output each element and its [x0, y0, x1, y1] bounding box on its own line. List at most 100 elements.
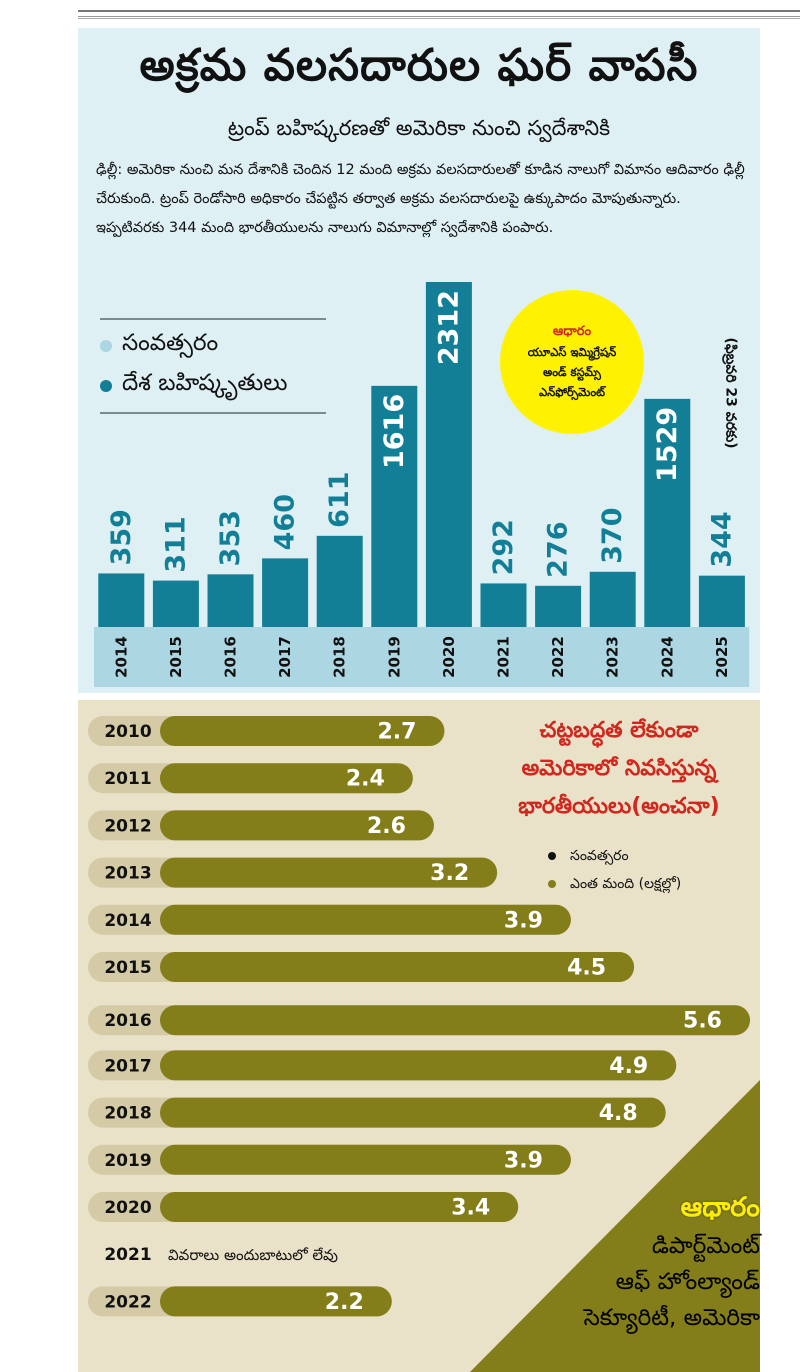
year-label-2023: 2023 [604, 636, 622, 678]
top-rule [78, 10, 800, 17]
bar-2019 [371, 385, 418, 627]
hbar-2012 [160, 810, 434, 841]
hyear-label-2016: 2016 [104, 1011, 151, 1031]
hbar-2015 [160, 952, 635, 982]
top-rule-thin [78, 18, 800, 19]
source-bottom-line3: సెక్యూరిటీ, అమెరికా [583, 1305, 760, 1331]
hyear-label-2014: 2014 [104, 911, 151, 931]
legend-deport-item: దేశ బహిష్కృతులు [100, 366, 326, 406]
hvalue-label-2019: 3.9 [504, 1148, 543, 1173]
year-label-2014: 2014 [112, 636, 130, 678]
missing-note-2021: వివరాలు అందుబాటులో లేవు [168, 1246, 338, 1264]
hyear-label-2017: 2017 [104, 1056, 151, 1076]
hbar-2016 [160, 1005, 750, 1036]
year-label-2024: 2024 [658, 636, 676, 678]
hyear-label-2019: 2019 [104, 1151, 151, 1171]
year-label-2021: 2021 [495, 636, 513, 678]
legend-year-item: సంవత్సరం [100, 326, 326, 366]
legend2-count-item: ఎంత మంది (లక్షల్లో) [548, 870, 681, 898]
hvalue-label-2013: 3.2 [430, 861, 469, 886]
panel2-title-line3: భారతీయులు(అంచనా) [518, 794, 720, 819]
value-label-2021: 292 [488, 519, 519, 575]
year-label-2016: 2016 [222, 636, 240, 678]
hyear-label-2011: 2011 [104, 769, 151, 789]
hvalue-label-2014: 3.9 [504, 908, 543, 933]
hbar-2019 [160, 1144, 571, 1175]
hvalue-label-2020: 3.4 [451, 1196, 490, 1221]
hvalue-label-2018: 4.8 [599, 1101, 638, 1126]
source-bottom-line1: డిపార్ట్‌మెంట్ [651, 1233, 760, 1259]
year-label-2017: 2017 [276, 636, 294, 678]
source-top-line2: అండ్ కస్టమ్స్ [543, 365, 601, 379]
value-label-2019: 1616 [379, 394, 410, 469]
bar-2016 [207, 574, 254, 627]
bar-2025 [698, 575, 745, 627]
bottom-legend: సంవత్సరం ఎంత మంది (లక్షల్లో) [548, 842, 681, 898]
value-label-2014: 359 [106, 509, 137, 565]
year-label-2020: 2020 [440, 636, 458, 678]
hvalue-label-2011: 2.4 [346, 767, 385, 792]
bar-2022 [535, 585, 582, 627]
hyear-label-2022: 2022 [104, 1292, 151, 1312]
bar-2024 [644, 398, 691, 627]
hyear-label-2020: 2020 [104, 1198, 151, 1218]
legend2-count-dot [548, 880, 556, 888]
bar-2017 [262, 558, 309, 627]
bar-2020 [425, 282, 472, 627]
note-2025: (ఫిబ్రవరి 23 వరకు) [717, 298, 741, 488]
value-label-2024: 1529 [652, 407, 683, 482]
bar-2018 [316, 535, 363, 627]
source-top-line3: ఎన్‌ఫోర్స్‌మెంట్ [538, 385, 606, 399]
panel2-title-line1: చట్టబద్ధత లేకుండా [539, 718, 699, 743]
news-paragraph: ఢిల్లీ: అమెరికా నుంచి మన దేశానికి చెందిన… [96, 162, 745, 236]
year-label-2019: 2019 [385, 636, 403, 678]
value-label-2025: 344 [706, 511, 737, 567]
legend2-count-label: ఎంత మంది (లక్షల్లో) [570, 876, 682, 892]
hyear-label-2021: 2021 [104, 1245, 151, 1265]
value-label-2023: 370 [597, 507, 628, 563]
value-label-2015: 311 [160, 516, 191, 572]
value-label-2016: 353 [215, 510, 246, 566]
bar-2014 [98, 573, 145, 627]
hvalue-label-2012: 2.6 [367, 814, 406, 839]
year-strip [94, 627, 750, 687]
source-top-heading: ఆధారం [552, 324, 592, 339]
source-badge-top: ఆధారం యూఎస్ ఇమ్మిగ్రేషన్ అండ్ కస్టమ్స్ ఎ… [500, 290, 644, 434]
hbar-2014 [160, 904, 571, 935]
legend-deport-label: దేశ బహిష్కృతులు [122, 370, 288, 396]
hvalue-label-2022: 2.2 [325, 1290, 364, 1315]
year-label-2022: 2022 [549, 636, 567, 678]
deportation-bar-chart: 2014 359 2015 311 2016 353 2017 460 2018 611 2019 1… [94, 282, 750, 687]
bar-2021 [480, 583, 527, 627]
value-label-2018: 611 [324, 471, 355, 527]
hbar-2011 [160, 763, 413, 794]
value-label-2022: 276 [543, 521, 574, 577]
year-label-2015: 2015 [167, 636, 185, 678]
hvalue-label-2015: 4.5 [567, 956, 606, 981]
hyear-label-2013: 2013 [104, 864, 151, 884]
source-bottom-line2: ఆఫ్ హోంల్యాండ్ [615, 1269, 760, 1295]
source-bottom-heading: ఆధారం [680, 1192, 760, 1223]
legend-year-dot [100, 340, 112, 352]
hbar-2022 [160, 1286, 392, 1317]
legend2-year-dot [548, 852, 556, 860]
panel2-title-line2: అమెరికాలో నివసిస్తున్న [521, 756, 717, 781]
hyear-label-2012: 2012 [104, 816, 151, 836]
page-title: అక్రమ వలసదారుల ఘర్ వాపసీ [139, 40, 699, 91]
hyear-label-2010: 2010 [104, 722, 151, 742]
year-label-2025: 2025 [713, 636, 731, 678]
hbar-2017 [160, 1050, 677, 1081]
hvalue-label-2017: 4.9 [609, 1054, 648, 1079]
hbar-2010 [160, 716, 445, 746]
hyear-label-2018: 2018 [104, 1104, 151, 1124]
legend-year-label: సంవత్సరం [122, 330, 219, 356]
hbar-2013 [160, 857, 498, 888]
source-top-line1: యూఎస్ ఇమ్మిగ్రేషన్ [527, 345, 617, 359]
panel2-title: చట్టబద్ధత లేకుండా అమెరికాలో నివసిస్తున్న… [480, 712, 758, 826]
note-2025-text: (ఫిబ్రవరి 23 వరకు) [722, 337, 739, 449]
undocumented-bar-chart: 2.7 2010 2.4 2011 2.6 2012 3.2 2013 3.9 2014 4.5 20… [88, 716, 750, 1317]
page-subtitle: ట్రంప్ బహిష్కరణతో అమెరికా నుంచి స్వదేశాన… [227, 116, 611, 140]
legend-deport-dot [100, 380, 112, 392]
hbar-2020 [160, 1192, 519, 1222]
year-label-2018: 2018 [331, 636, 349, 678]
